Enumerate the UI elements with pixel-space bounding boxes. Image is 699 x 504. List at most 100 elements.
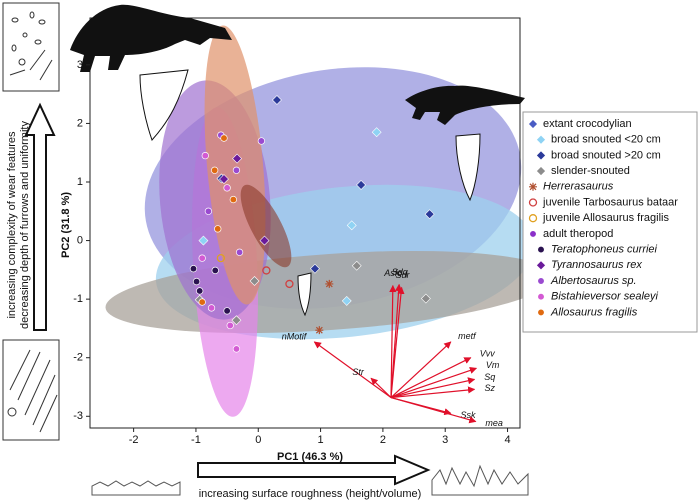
diamond-point bbox=[536, 260, 546, 271]
circle-point bbox=[189, 265, 198, 273]
star-point bbox=[315, 326, 324, 335]
circle-point bbox=[537, 308, 545, 317]
ellipse-brown bbox=[240, 184, 292, 268]
vector-label: Vm bbox=[486, 360, 500, 370]
x-tick-label: 1 bbox=[318, 434, 324, 446]
x-tick-label: -1 bbox=[191, 434, 201, 446]
diamond-point bbox=[536, 166, 546, 177]
vector-label: metf bbox=[458, 331, 477, 341]
tooth-outline bbox=[455, 133, 481, 202]
circle-point bbox=[223, 307, 231, 315]
vector-label: Sz bbox=[484, 383, 495, 393]
crocodile-silhouette bbox=[405, 85, 525, 125]
loading-vector bbox=[390, 357, 472, 399]
circle-point bbox=[198, 298, 206, 306]
loading-vector bbox=[390, 341, 452, 398]
ellipse-orange bbox=[204, 25, 266, 305]
vector-label: Asfc bbox=[383, 268, 402, 278]
diamond-point bbox=[249, 276, 260, 286]
diamond-point bbox=[272, 95, 282, 105]
circle-point bbox=[211, 266, 219, 275]
diamond-point bbox=[536, 134, 546, 145]
legend-label: juvenile Tarbosaurus bataar bbox=[542, 196, 678, 208]
open-point bbox=[528, 214, 538, 223]
legend-label: Herrerasaurus bbox=[543, 181, 614, 193]
y-tick-label: 0 bbox=[77, 234, 83, 246]
horizontal-arrow bbox=[197, 454, 431, 486]
left-annotation: decreasing depth of furrows and uniformi… bbox=[19, 121, 31, 329]
diamond-point bbox=[232, 153, 242, 164]
plot-frame bbox=[89, 17, 521, 429]
circle-point bbox=[196, 287, 204, 295]
y-axis-label: PC2 (31.8 %) bbox=[60, 192, 72, 258]
left-annotation: increasing complexity of wear features bbox=[6, 131, 18, 319]
wear-box bbox=[2, 2, 60, 92]
circle-point bbox=[537, 245, 545, 254]
ellipses bbox=[105, 25, 555, 417]
y-tick-label: 1 bbox=[77, 176, 83, 188]
circle-point bbox=[207, 304, 216, 312]
y-tick-label: -3 bbox=[73, 410, 83, 422]
diamond-point bbox=[371, 127, 382, 138]
legend-label: Teratophoneus curriei bbox=[551, 244, 658, 256]
scratch-box bbox=[2, 339, 60, 441]
diamond-point bbox=[219, 174, 229, 184]
vector-label: Ssk bbox=[460, 410, 476, 420]
loading-vector bbox=[370, 377, 392, 398]
x-axis-label: PC1 (46.3 %) bbox=[277, 451, 343, 463]
diamond-point bbox=[536, 150, 546, 161]
y-tick-label: 3 bbox=[77, 59, 83, 71]
rough-profile bbox=[431, 464, 529, 496]
vector-label: mea bbox=[485, 418, 503, 428]
diamond-point bbox=[424, 209, 435, 220]
vertical-arrow bbox=[24, 102, 56, 331]
bottom-annotation: increasing surface roughness (height/vol… bbox=[199, 488, 422, 500]
circle-point bbox=[201, 151, 209, 160]
circle-point bbox=[204, 207, 213, 215]
x-tick-label: 0 bbox=[255, 434, 261, 446]
vector-label: Sdq bbox=[392, 267, 408, 277]
legend-label: broad snouted >20 cm bbox=[551, 149, 661, 161]
circle-point bbox=[229, 195, 237, 204]
x-tick-label: 2 bbox=[380, 434, 386, 446]
circle-point bbox=[220, 134, 228, 142]
open-point bbox=[216, 253, 226, 263]
legend-box bbox=[522, 111, 698, 333]
circle-point bbox=[529, 230, 537, 238]
diamond-point bbox=[346, 220, 357, 231]
x-tick-label: -2 bbox=[129, 434, 139, 446]
legend-label: extant crocodylian bbox=[543, 118, 632, 130]
circle-point bbox=[192, 277, 201, 286]
loading-vector bbox=[389, 284, 397, 398]
loading-vector bbox=[390, 386, 476, 399]
circle-point bbox=[232, 166, 241, 174]
legend-label: broad snouted <20 cm bbox=[551, 134, 661, 146]
y-tick-label: -1 bbox=[73, 293, 83, 305]
vector-label: nMotif bbox=[282, 332, 308, 342]
legend-label: Albertosaurus sp. bbox=[550, 275, 637, 287]
wear-pits bbox=[9, 11, 53, 81]
circle-point bbox=[537, 293, 545, 301]
tooth-outline bbox=[139, 69, 189, 141]
circle-point bbox=[235, 248, 244, 256]
diamond-point bbox=[528, 119, 538, 129]
diamond-point bbox=[356, 180, 367, 190]
vector-label: Sdr bbox=[396, 270, 411, 280]
circle-point bbox=[537, 277, 545, 285]
circle-point bbox=[214, 225, 222, 233]
tooth-outline bbox=[297, 272, 312, 317]
diamond-point bbox=[341, 295, 352, 306]
diamond-point bbox=[351, 260, 362, 271]
vector-label: Sq bbox=[484, 372, 495, 382]
open-point bbox=[528, 198, 538, 207]
legend-label: juvenile Allosaurus fragilis bbox=[542, 212, 669, 224]
star-point bbox=[325, 279, 334, 288]
star-point bbox=[529, 182, 537, 191]
loading-vector bbox=[390, 396, 477, 424]
open-point bbox=[262, 266, 271, 275]
diamond-point bbox=[198, 235, 209, 246]
circle-point bbox=[226, 321, 234, 330]
diamond-point bbox=[420, 293, 431, 304]
circle-point bbox=[198, 254, 206, 262]
